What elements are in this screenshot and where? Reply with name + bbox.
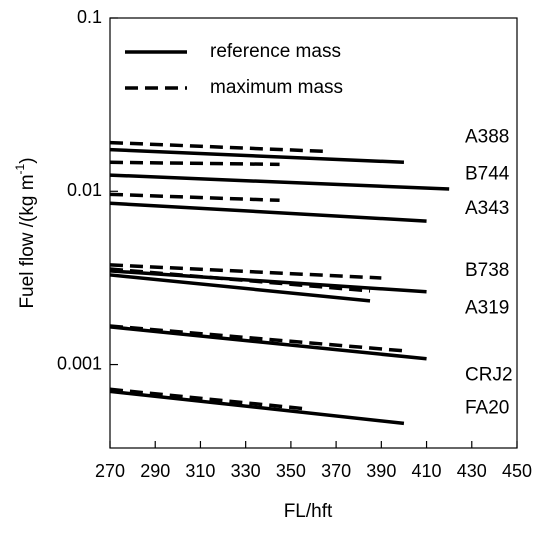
- x-tick-label: 430: [457, 461, 487, 481]
- y-tick-label: 0.001: [57, 353, 102, 373]
- y-label-end: ): [17, 157, 38, 163]
- x-tick-label: 450: [502, 461, 532, 481]
- y-axis-label: Fuel flow /(kg m-1): [13, 157, 38, 308]
- x-tick-label: 370: [321, 461, 351, 481]
- x-tick-label: 290: [140, 461, 170, 481]
- line: [109, 140, 325, 154]
- x-axis-label: FL/hft: [284, 501, 333, 522]
- x-tick-label: 310: [185, 461, 215, 481]
- line: [109, 147, 405, 165]
- line: [109, 267, 371, 293]
- aircraft-label: A343: [465, 198, 509, 219]
- legend-label: reference mass: [210, 41, 341, 62]
- y-tick-label: 0.01: [67, 180, 102, 200]
- x-tick-label: 350: [276, 461, 306, 481]
- line: [109, 324, 405, 353]
- x-tick-label: 270: [95, 461, 125, 481]
- y-tick-label: 0.1: [77, 7, 102, 27]
- line: [109, 192, 280, 203]
- x-tick-label: 390: [366, 461, 396, 481]
- line: [109, 263, 382, 280]
- x-tick-label: 410: [412, 461, 442, 481]
- line: [109, 160, 280, 167]
- line: [109, 269, 427, 294]
- line: [109, 387, 303, 411]
- line: [109, 389, 405, 426]
- aircraft-label: A319: [465, 298, 509, 319]
- aircraft-label: B744: [465, 164, 510, 185]
- plot-frame: [109, 17, 518, 449]
- line: [109, 173, 450, 191]
- aircraft-label: FA20: [465, 397, 509, 418]
- line: [109, 201, 427, 223]
- aircraft-label: B738: [465, 260, 509, 281]
- y-label-sup: -1: [13, 163, 27, 174]
- aircraft-label: A388: [465, 127, 509, 148]
- legend-label: maximum mass: [210, 77, 343, 98]
- line: [109, 273, 371, 303]
- aircraft-label: CRJ2: [465, 364, 513, 385]
- x-tick-label: 330: [231, 461, 261, 481]
- y-label-text: Fuel flow /(kg m: [17, 174, 38, 308]
- line: [109, 325, 427, 361]
